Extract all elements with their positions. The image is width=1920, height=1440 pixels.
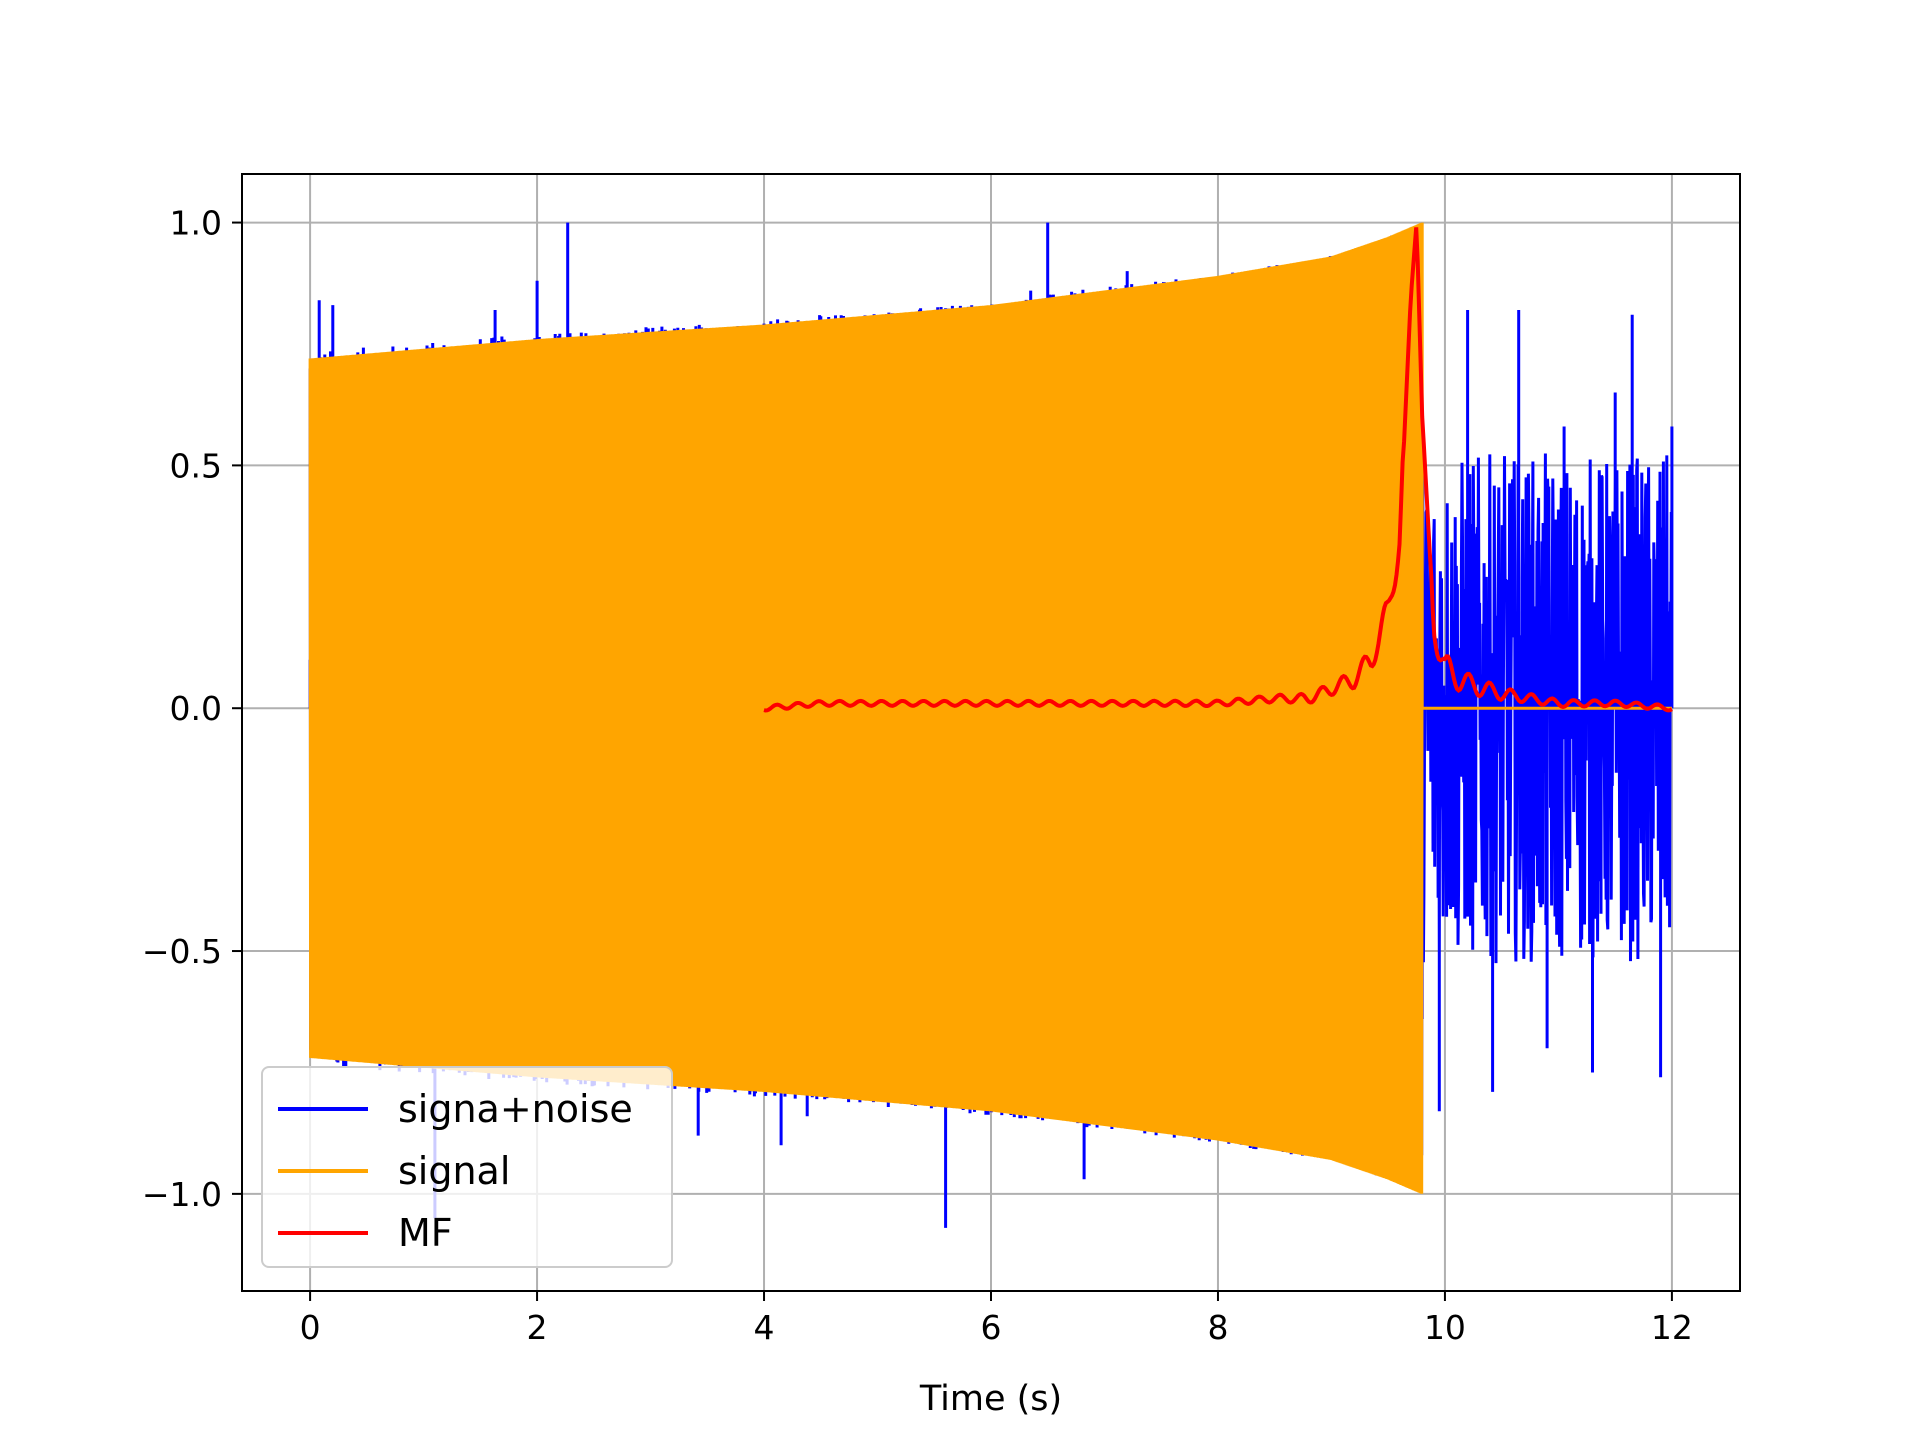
legend-label: MF [398,1211,453,1255]
x-tick-label: 6 [981,1308,1002,1347]
legend-label: signal [398,1149,510,1193]
legend: signa+noise signal MF [261,1066,673,1268]
legend-label: signa+noise [398,1087,633,1131]
y-tick-label: −1.0 [142,1175,222,1214]
x-tick-label: 0 [300,1308,321,1347]
y-tick-label: 0.5 [170,446,222,485]
x-axis-label: Time (s) [919,1379,1062,1419]
x-tick-label: 8 [1207,1308,1228,1347]
x-tick-label: 12 [1651,1308,1693,1347]
x-tick-label: 2 [527,1308,548,1347]
x-tick-label: 4 [754,1308,775,1347]
y-tick-label: 0.0 [170,689,222,728]
plot-area [308,222,1674,1228]
series-mf-line [763,227,1673,713]
y-tick-label: −0.5 [142,932,222,971]
y-tick-label: 1.0 [170,204,222,243]
ticks: 0 2 4 6 8 10 12 −1.0 −0.5 0.0 0.5 1.0 [142,204,1693,1347]
x-tick-label: 10 [1424,1308,1466,1347]
